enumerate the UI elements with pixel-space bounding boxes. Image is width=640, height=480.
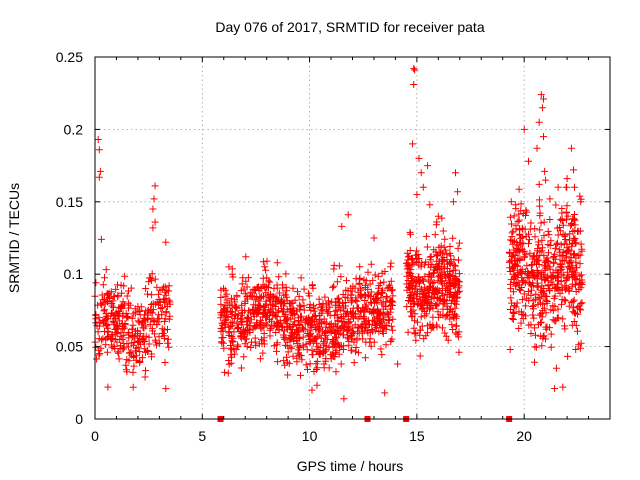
y-tick-label: 0.15 [56,194,83,210]
y-tick-label: 0.25 [56,49,83,65]
chart-title: Day 076 of 2017, SRMTID for receiver pat… [215,19,484,35]
x-tick-label: 5 [198,428,206,444]
x-tick-label: 20 [516,428,532,444]
x-tick-label: 10 [302,428,318,444]
y-tick-label: 0 [75,411,83,427]
y-axis-label: SRMTID / TECUs [6,183,22,293]
y-tick-label: 0.05 [56,339,83,355]
srmtid-points [91,65,586,403]
y-tick-label: 0.2 [64,121,84,137]
x-tick-label: 0 [91,428,99,444]
y-tick-labels: 0 0.05 0.1 0.15 0.2 0.25 [56,49,83,427]
y-tick-label: 0.1 [64,266,84,282]
axis-ticks [94,56,610,420]
x-axis-label: GPS time / hours [297,458,404,474]
data-points [91,65,586,403]
x-tick-labels: 0 5 10 15 20 [91,428,532,444]
grid-lines [95,57,610,419]
x-tick-label: 15 [409,428,425,444]
plot-frame [94,56,611,420]
